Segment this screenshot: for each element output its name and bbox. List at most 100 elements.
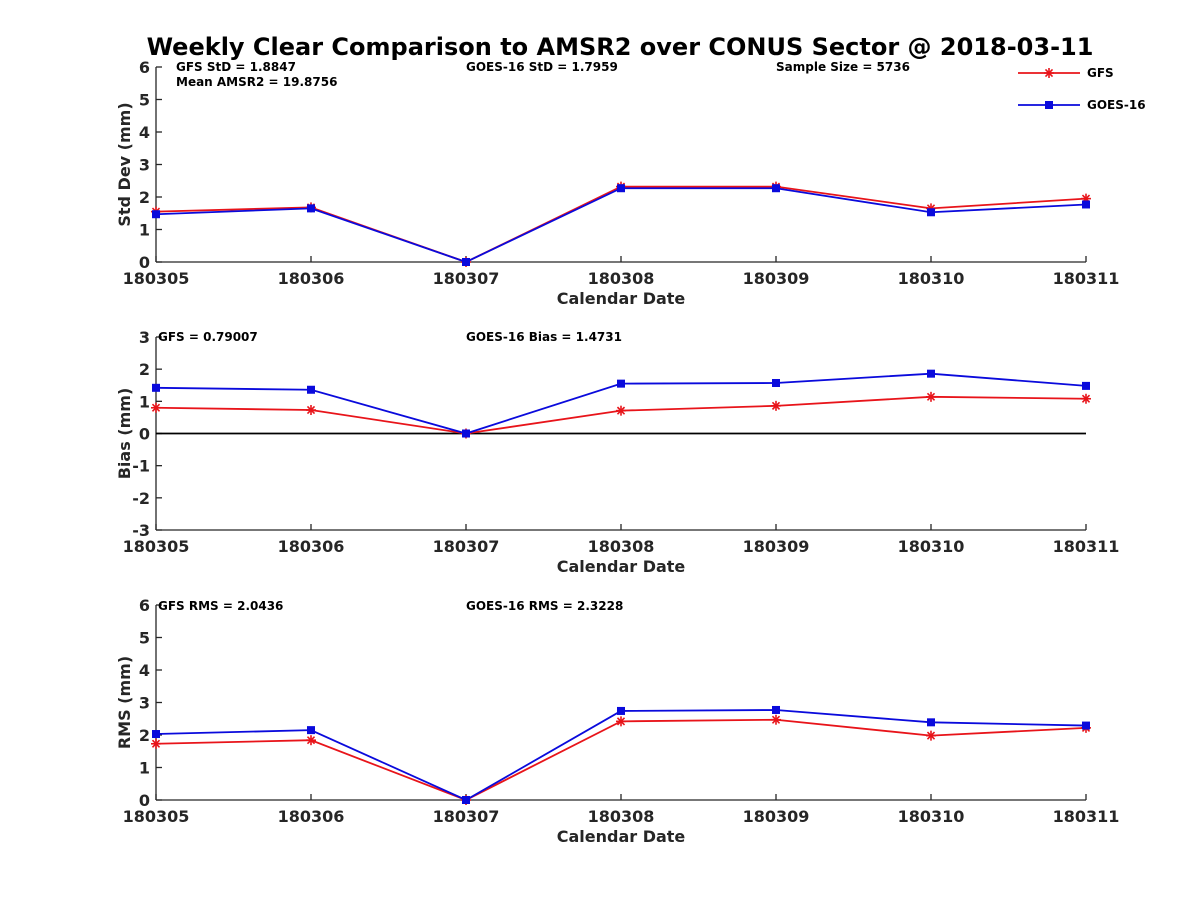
data-point-goes-16 [462,429,470,438]
x-tick-label: 180311 [1053,807,1120,826]
y-tick-label: 1 [139,759,150,778]
stat-annotation: GFS StD = 1.8847 [176,60,296,74]
data-point-goes-16 [307,385,315,394]
x-tick-label: 180306 [278,269,345,288]
data-point-gfs [771,714,781,725]
data-point-goes-16 [1082,200,1090,209]
series-line-goes-16 [155,187,1087,263]
data-point-goes-16 [1082,381,1090,390]
stat-annotation: GFS = 0.79007 [158,330,258,344]
y-tick-label: -2 [132,489,150,508]
y-tick-label: 6 [139,596,150,615]
y-tick-label: 4 [139,123,150,142]
x-tick-label: 180306 [278,807,345,826]
y-tick-label: 5 [139,91,150,110]
x-tick-label: 180310 [898,807,965,826]
chart-title: Weekly Clear Comparison to AMSR2 over CO… [147,33,1094,61]
y-tick-label: 2 [139,726,150,745]
x-axis-label: Calendar Date [557,827,686,846]
stat-annotation: Mean AMSR2 = 19.8756 [176,75,337,89]
x-tick-label: 180307 [433,269,500,288]
y-tick-label: 3 [139,694,150,713]
bias-panel: -3 -2 -1 0 1 2 3 180305 180306 180307 180308 180309… [115,328,1119,576]
data-point-gfs [616,716,626,727]
data-point-goes-16 [462,796,470,804]
x-tick-label: 180310 [898,537,965,556]
y-tick-label: 0 [139,425,150,444]
y-tick-label: 3 [139,156,150,175]
data-point-goes-16 [772,184,780,193]
y-tick-label: -1 [132,457,150,476]
x-tick-label: 180305 [123,269,190,288]
data-point-goes-16 [1082,721,1090,730]
stat-annotation: GFS RMS = 2.0436 [158,599,283,613]
data-point-gfs [771,400,781,411]
series-line-gfs [155,718,1087,801]
data-point-gfs [616,405,626,416]
x-tick-label: 180309 [743,807,810,826]
data-point-gfs [306,405,316,416]
y-tick-label: 3 [139,328,150,347]
x-tick-label: 180311 [1053,269,1120,288]
y-tick-label: 5 [139,629,150,648]
y-tick-label: 6 [139,58,150,77]
data-point-goes-16 [152,383,160,392]
stat-annotation: Sample Size = 5736 [776,60,910,74]
data-point-goes-16 [617,706,625,715]
rms-panel: 0 1 2 3 4 5 6 180305 180306 180307 180308 180309 180… [115,596,1119,846]
data-point-gfs [151,402,161,413]
legend-marker-gfs [1044,68,1054,78]
legend-label-gfs: GFS [1087,66,1114,80]
data-point-goes-16 [617,184,625,193]
data-point-goes-16 [152,730,160,739]
legend: GFS GOES-16 [1018,66,1146,112]
y-tick-label: 1 [139,392,150,411]
y-tick-label: 4 [139,661,150,680]
x-tick-label: 180305 [123,807,190,826]
x-tick-label: 180308 [588,807,655,826]
y-tick-label: 0 [139,791,150,810]
y-tick-label: 0 [139,253,150,272]
std-dev-panel: 0 1 2 3 4 5 6 180305 180306 180307 180308 180309 180… [115,58,1119,308]
y-axis-label: RMS (mm) [115,656,134,749]
y-tick-label: 2 [139,360,150,379]
x-tick-label: 180306 [278,537,345,556]
data-point-gfs [306,735,316,746]
x-axis-label: Calendar Date [557,289,686,308]
data-point-goes-16 [927,718,935,727]
x-tick-label: 180308 [588,269,655,288]
x-axis-label: Calendar Date [557,557,686,576]
x-tick-label: 180307 [433,807,500,826]
data-point-goes-16 [152,210,160,219]
stat-annotation: GOES-16 Bias = 1.4731 [466,330,622,344]
y-tick-label: -3 [132,521,150,540]
stat-annotation: GOES-16 RMS = 2.3228 [466,599,623,613]
data-point-gfs [926,730,936,741]
x-tick-label: 180305 [123,537,190,556]
data-point-gfs [926,391,936,402]
x-tick-label: 180308 [588,537,655,556]
y-axis-label: Bias (mm) [115,388,134,480]
y-axis-label: Std Dev (mm) [115,102,134,226]
data-point-goes-16 [617,379,625,388]
legend-label-goes-16: GOES-16 [1087,98,1146,112]
x-tick-label: 180310 [898,269,965,288]
data-point-goes-16 [927,208,935,217]
y-tick-label: 1 [139,221,150,240]
stat-annotation: GOES-16 StD = 1.7959 [466,60,618,74]
data-point-gfs [151,738,161,749]
data-point-goes-16 [772,705,780,714]
x-tick-label: 180307 [433,537,500,556]
data-point-goes-16 [462,258,470,266]
legend-marker-goes-16 [1045,101,1053,109]
x-tick-label: 180309 [743,537,810,556]
data-point-goes-16 [307,726,315,735]
data-point-goes-16 [772,378,780,387]
data-point-goes-16 [307,204,315,213]
series-line-gfs [155,185,1087,263]
data-point-gfs [1081,393,1091,404]
y-tick-label: 2 [139,188,150,207]
data-point-goes-16 [927,369,935,378]
x-tick-label: 180309 [743,269,810,288]
